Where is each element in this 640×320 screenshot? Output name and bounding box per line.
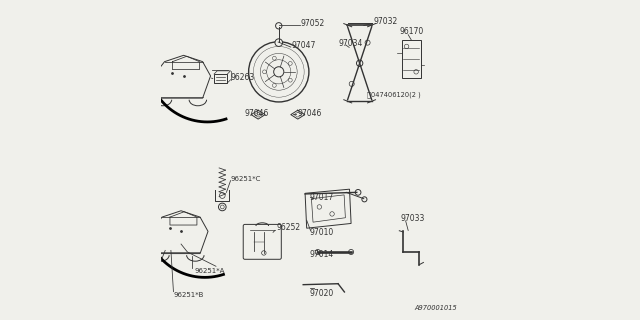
Text: 96251*C: 96251*C: [230, 176, 261, 182]
Circle shape: [349, 250, 354, 254]
Text: 96263: 96263: [230, 73, 255, 82]
Text: 97020: 97020: [310, 289, 334, 298]
Circle shape: [275, 39, 283, 46]
Text: 97033: 97033: [401, 214, 425, 223]
Text: 97014: 97014: [310, 250, 334, 260]
Text: 97032: 97032: [373, 17, 397, 26]
Text: 96251*B: 96251*B: [173, 292, 204, 298]
Text: 97047: 97047: [291, 41, 316, 50]
Text: 96252: 96252: [276, 223, 300, 232]
Bar: [402, 40, 421, 78]
Text: Ⓢ047406120(2 ): Ⓢ047406120(2 ): [367, 92, 420, 98]
Text: 97046: 97046: [297, 109, 321, 118]
Text: 97046: 97046: [244, 109, 269, 118]
Text: 96170: 96170: [400, 28, 424, 36]
Text: 97052: 97052: [300, 20, 324, 28]
Circle shape: [316, 250, 320, 254]
Text: 97034: 97034: [339, 39, 363, 48]
Text: 97017: 97017: [310, 193, 334, 202]
Bar: [214, 74, 227, 83]
Text: 97010: 97010: [310, 228, 334, 236]
Text: A970001015: A970001015: [415, 305, 458, 311]
Text: 96251*A: 96251*A: [195, 268, 225, 274]
